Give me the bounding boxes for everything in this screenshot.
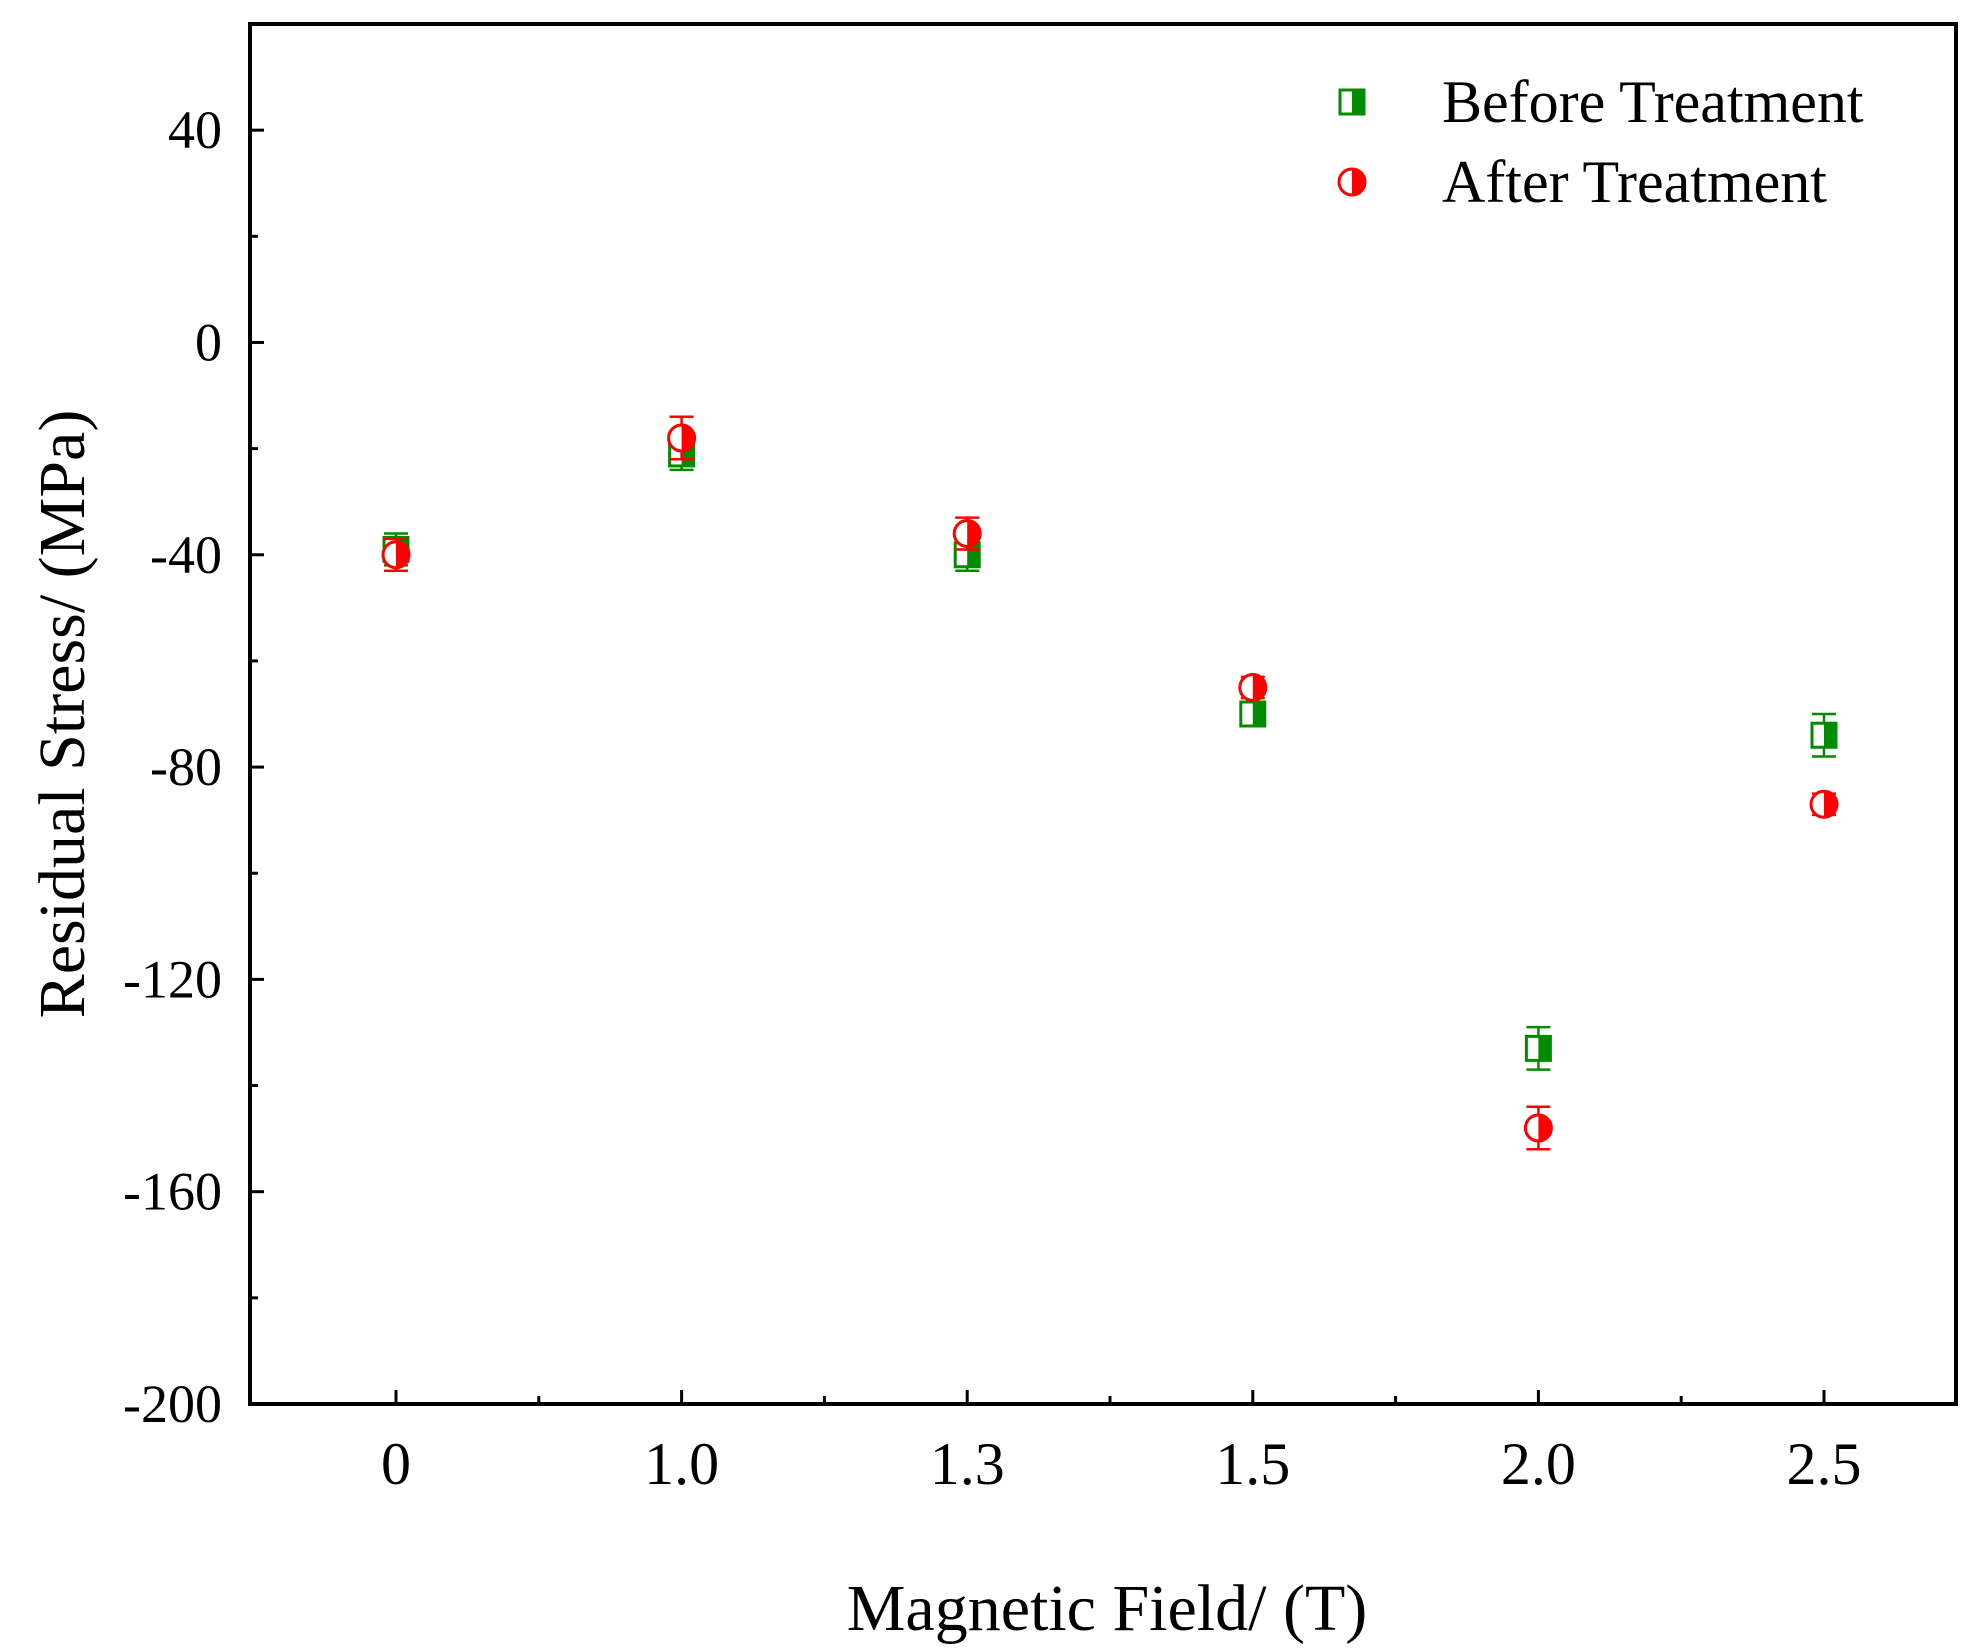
- data-point: [1810, 721, 1838, 749]
- marker-outline: [1337, 167, 1367, 197]
- marker-outline: [1524, 1034, 1552, 1062]
- marker-outline: [952, 519, 982, 549]
- series-before-treatment: [382, 436, 1838, 1071]
- legend-label: Before Treatment: [1442, 69, 1864, 135]
- marker-outline: [667, 423, 697, 453]
- data-point: [1238, 672, 1268, 702]
- marker-hollow-half: [1339, 89, 1352, 115]
- x-tick-label: 2.0: [1501, 1431, 1576, 1497]
- y-tick-label: 0: [195, 312, 222, 372]
- marker-outline: [1809, 789, 1839, 819]
- x-tick-label: 1.5: [1215, 1431, 1290, 1497]
- legend-label: After Treatment: [1442, 149, 1827, 215]
- x-tick-label: 1.3: [930, 1431, 1005, 1497]
- y-tick-label: -160: [123, 1162, 222, 1222]
- legend-marker: [1337, 167, 1367, 197]
- data-point: [381, 540, 411, 570]
- x-axis-title: Magnetic Field/ (T): [847, 1572, 1368, 1645]
- x-tick-label: 1.0: [644, 1431, 719, 1497]
- plot-frame: [248, 22, 1958, 1406]
- data-points: [381, 415, 1839, 1151]
- marker-outline: [1523, 1113, 1553, 1143]
- y-tick-label: -120: [123, 949, 222, 1009]
- marker-hollow-half: [1525, 1035, 1539, 1062]
- marker-outline: [1338, 88, 1366, 116]
- marker-outline: [1810, 721, 1838, 749]
- y-tick-label: -200: [123, 1374, 222, 1434]
- data-point: [952, 519, 982, 549]
- x-axis-ticks: 0 1.0 1.3 1.5 2.0 2.5: [381, 1390, 1862, 1497]
- y-axis-ticks: 40 0 -40 -80 -120 -160 -200: [123, 100, 264, 1434]
- legend: Before Treatment After Treatment: [1337, 69, 1864, 215]
- y-tick-label: -80: [150, 737, 222, 797]
- marker-hollow-half: [1811, 722, 1824, 749]
- y-axis-title: Residual Stress/ (MPa): [26, 410, 99, 1019]
- marker-outline: [381, 540, 411, 570]
- data-point: [1809, 789, 1839, 819]
- data-point: [667, 423, 697, 453]
- legend-marker: [1338, 88, 1366, 116]
- x-tick-label: 0: [381, 1431, 411, 1497]
- y-tick-label: 40: [168, 100, 222, 160]
- marker-hollow-half: [1239, 701, 1253, 727]
- x-tick-label: 2.5: [1787, 1431, 1862, 1497]
- data-point: [1239, 700, 1267, 728]
- marker-outline: [1239, 700, 1267, 728]
- data-point: [1523, 1113, 1553, 1143]
- marker-outline: [1238, 672, 1268, 702]
- data-point: [1524, 1034, 1552, 1062]
- y-tick-label: -40: [150, 525, 222, 585]
- series-after-treatment: [381, 415, 1839, 1151]
